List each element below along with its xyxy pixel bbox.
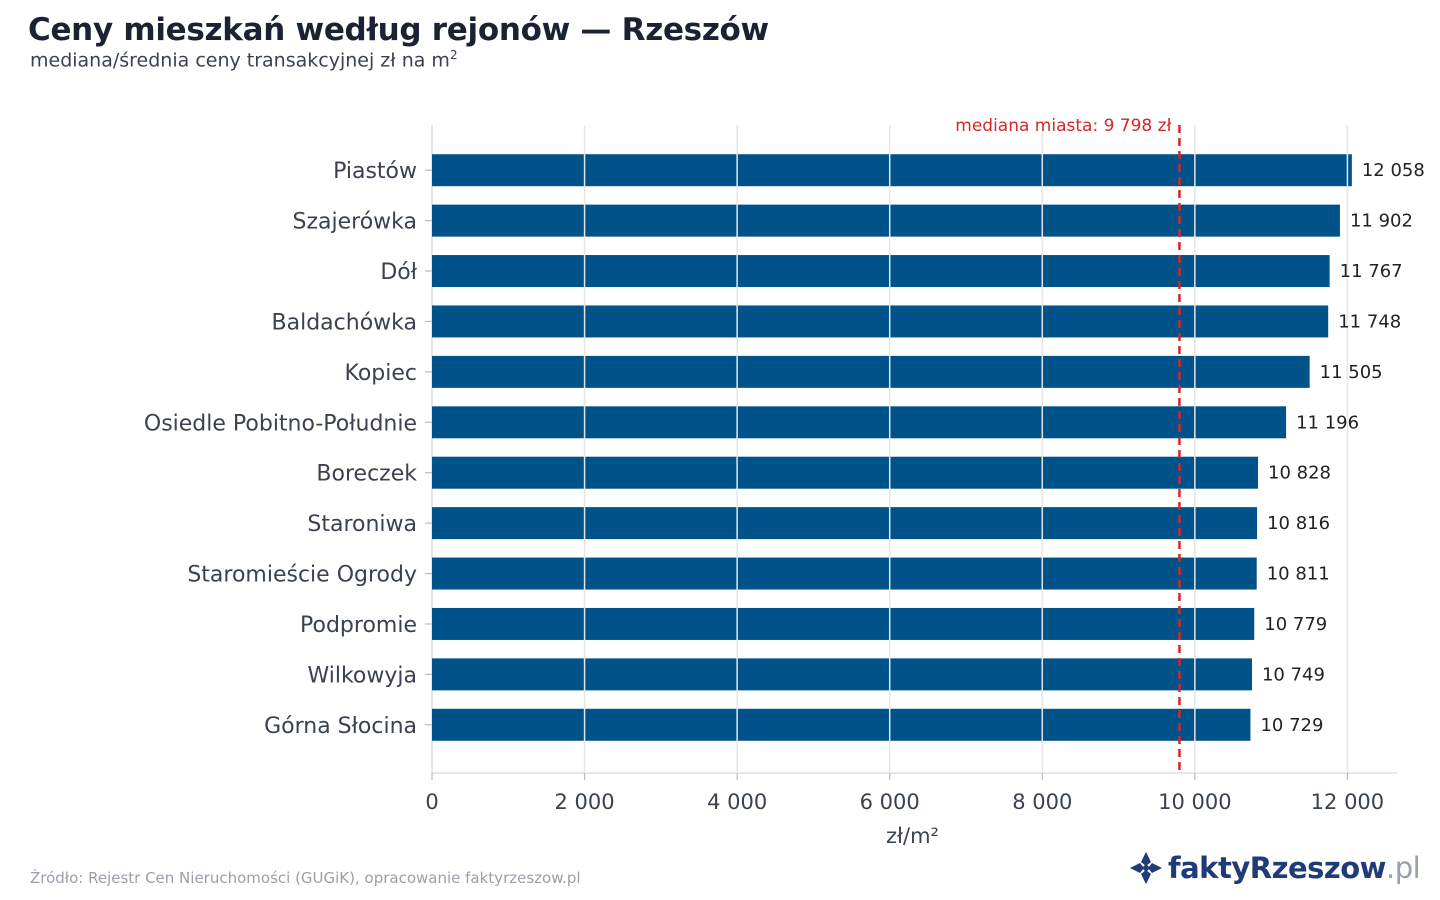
x-tick-label: 12 000 — [1311, 790, 1384, 814]
bar-5 — [432, 355, 1310, 388]
value-label: 12 058 — [1362, 160, 1425, 181]
bar-8 — [432, 507, 1258, 540]
value-label: 11 196 — [1296, 412, 1359, 433]
bar-7 — [432, 456, 1259, 489]
bar-9 — [432, 557, 1257, 590]
category-label: Górna Słocina — [264, 714, 417, 739]
category-label: Kopiec — [345, 361, 418, 386]
source-note: Źródło: Rejestr Cen Nieruchomości (GUGiK… — [30, 869, 581, 887]
category-label: Staromieście Ogrody — [187, 563, 417, 588]
brand-tld: .pl — [1385, 851, 1421, 885]
bar-1 — [432, 154, 1352, 187]
category-label: Staroniwa — [307, 512, 417, 537]
subtitle-superscript: 2 — [449, 48, 458, 62]
category-label: Baldachówka — [272, 310, 417, 335]
bar-10 — [432, 607, 1255, 640]
median-label: mediana miasta: 9 798 zł — [955, 116, 1171, 136]
chart-subtitle: mediana/średnia ceny transakcyjnej zł na… — [30, 48, 458, 71]
x-tick-label: 6 000 — [860, 790, 920, 814]
brand-logo: faktyRzeszow .pl — [1128, 848, 1421, 888]
x-axis-label: zł/m² — [886, 824, 939, 848]
value-label: 11 767 — [1340, 261, 1403, 282]
brand-name: faktyRzeszow — [1168, 851, 1386, 885]
bar-6 — [432, 406, 1287, 439]
category-label: Wilkowyja — [307, 663, 417, 688]
bar-4 — [432, 305, 1329, 338]
value-label: 11 902 — [1350, 211, 1413, 232]
chart-title: Ceny mieszkań według rejonów — Rzeszów — [28, 12, 769, 48]
x-tick-label: 2 000 — [555, 790, 615, 814]
bar-2 — [432, 204, 1340, 237]
category-label: Osiedle Pobitno-Południe — [144, 411, 417, 436]
category-label: Boreczek — [316, 462, 417, 487]
value-label: 10 828 — [1268, 463, 1331, 484]
subtitle-text: mediana/średnia ceny transakcyjnej zł na… — [30, 49, 450, 72]
value-label: 11 505 — [1320, 362, 1383, 383]
value-label: 10 729 — [1260, 715, 1323, 736]
value-label: 10 749 — [1262, 664, 1325, 685]
x-tick-label: 8 000 — [1012, 790, 1072, 814]
bar-12 — [432, 708, 1251, 741]
category-label: Dół — [380, 260, 417, 285]
x-tick-label: 10 000 — [1158, 790, 1231, 814]
category-label: Szajerówka — [293, 210, 418, 235]
value-label: 10 816 — [1267, 513, 1330, 534]
category-label: Piastów — [333, 159, 417, 184]
value-label: 10 811 — [1267, 564, 1330, 585]
value-label: 11 748 — [1338, 311, 1401, 332]
cross-emblem-icon — [1130, 852, 1162, 884]
value-label: 10 779 — [1264, 614, 1327, 635]
x-tick-label: 4 000 — [707, 790, 767, 814]
category-label: Podpromie — [300, 613, 417, 638]
x-tick-label: 0 — [425, 790, 438, 814]
bar-11 — [432, 658, 1252, 691]
